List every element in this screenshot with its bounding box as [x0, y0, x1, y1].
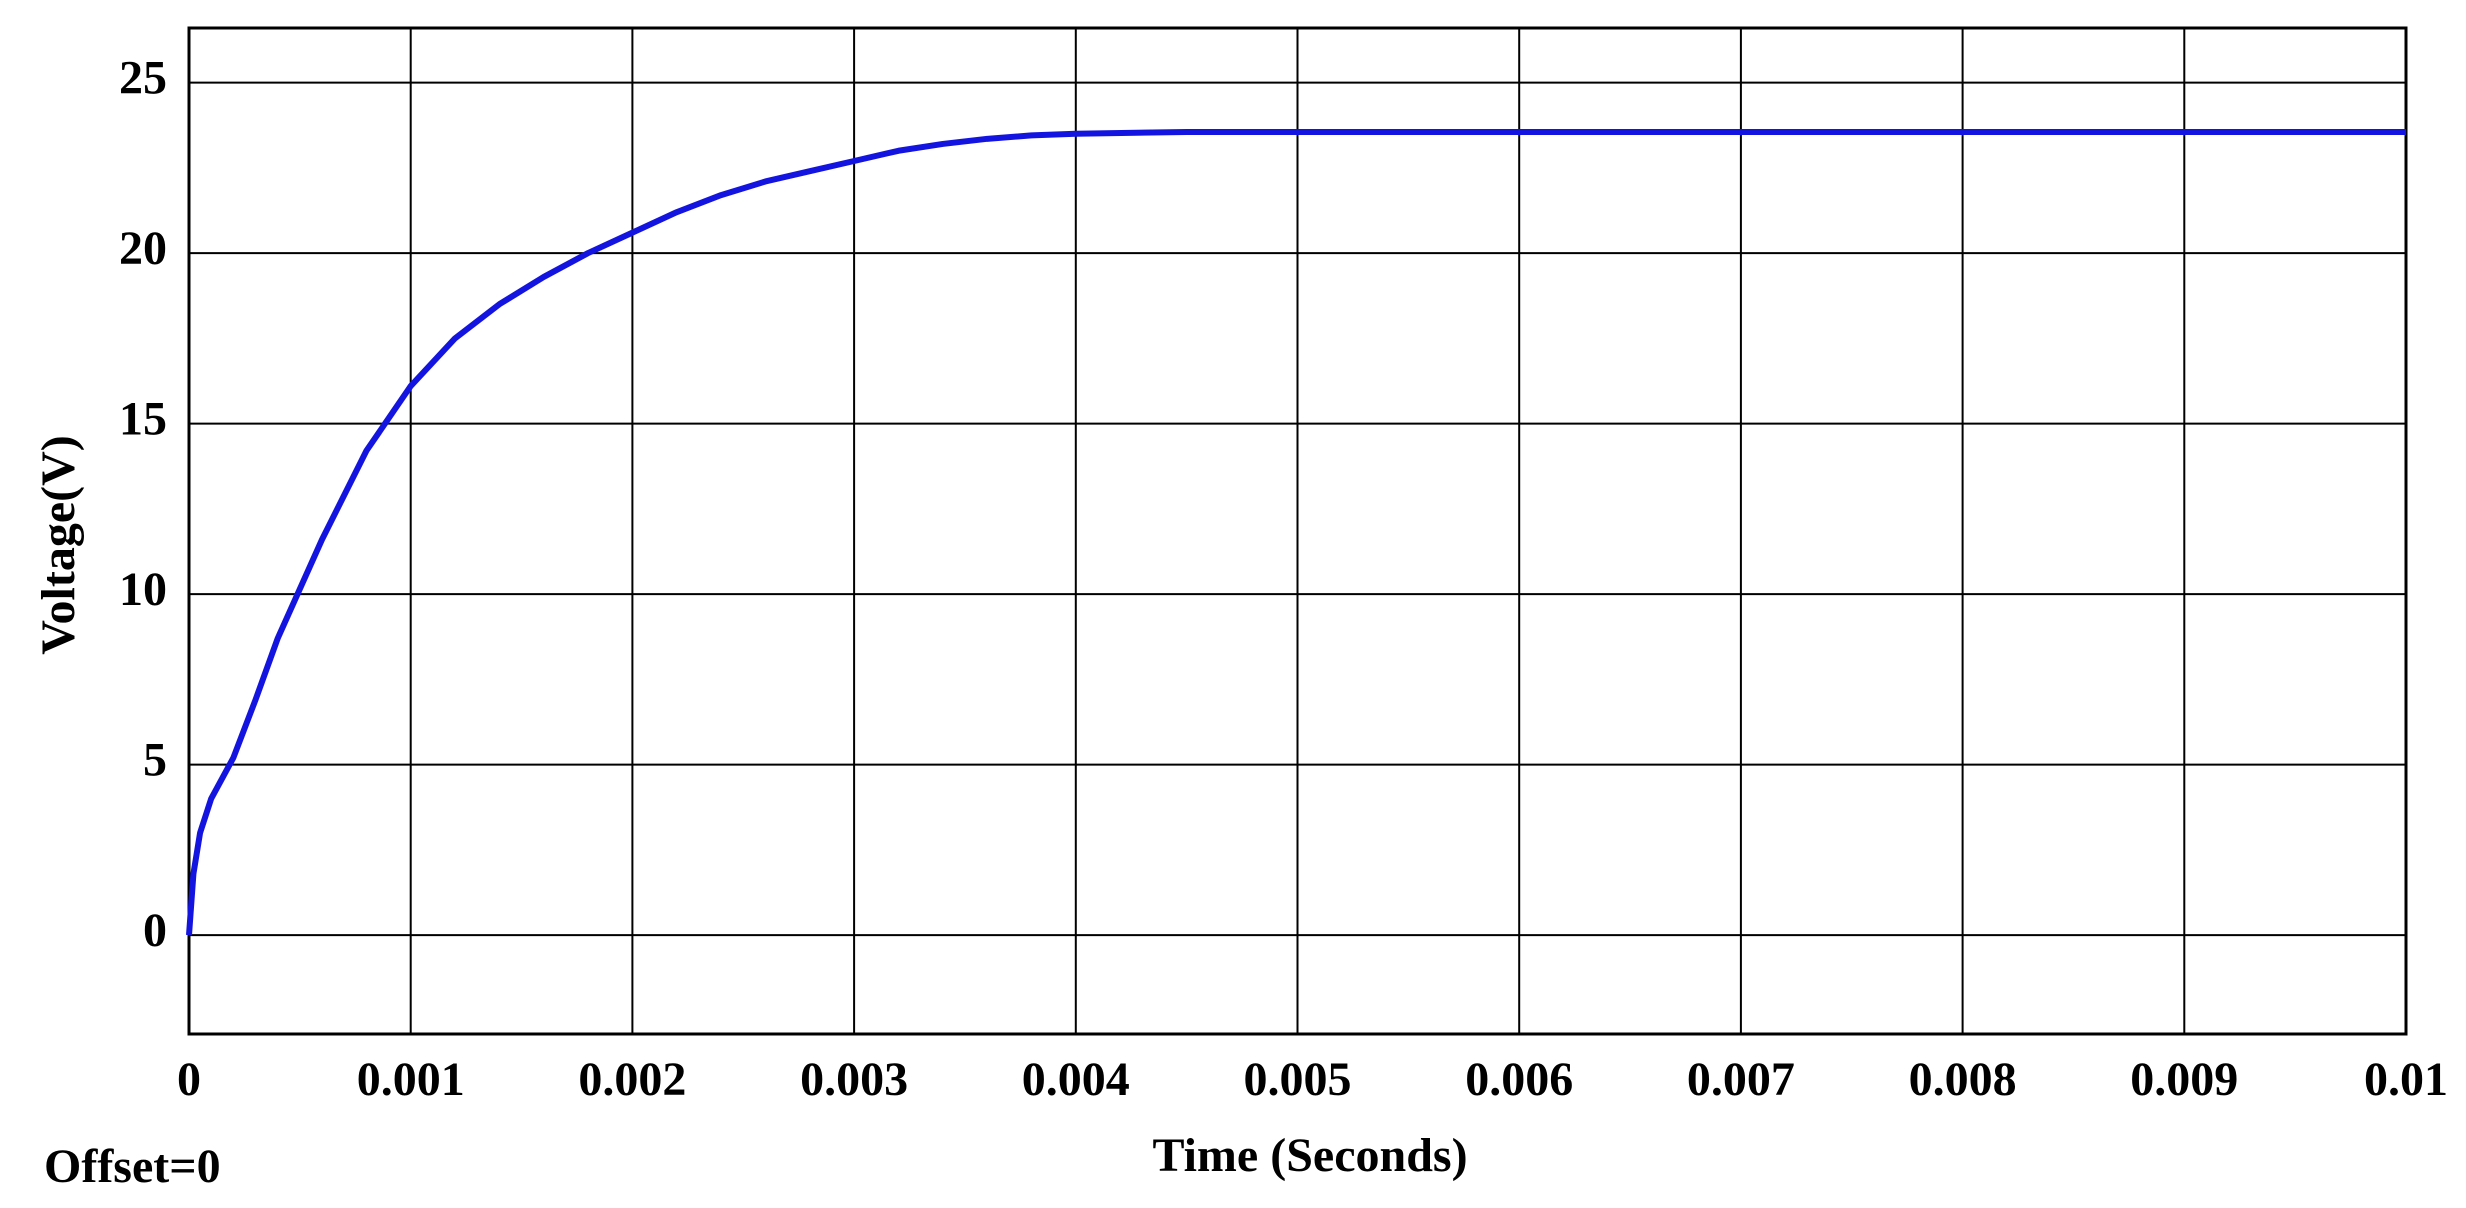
x-tick-label: 0.009	[2130, 1053, 2238, 1106]
y-tick-label: 10	[119, 563, 167, 616]
y-tick-label: 20	[119, 222, 167, 275]
y-tick-label: 15	[119, 393, 167, 446]
x-tick-label: 0.005	[1244, 1053, 1352, 1106]
y-tick-label: 0	[143, 904, 167, 957]
x-tick-label: 0.002	[578, 1053, 686, 1106]
x-tick-label: 0.001	[357, 1053, 465, 1106]
x-tick-label: 0.003	[800, 1053, 908, 1106]
data-line	[186, 129, 2406, 936]
x-tick-label: 0	[177, 1053, 201, 1106]
x-tick-label: 0.008	[1909, 1053, 2017, 1106]
x-tick-label: 0.004	[1022, 1053, 1130, 1106]
x-tick-label: 0.01	[2364, 1053, 2448, 1106]
plot-frame	[187, 26, 2408, 1036]
annotation: Offset=0	[44, 1140, 221, 1193]
y-axis-label: Voltage(V)	[32, 435, 85, 655]
y-tick-label: 25	[119, 52, 167, 105]
y-tick-label: 5	[143, 734, 167, 787]
x-tick-label: 0.007	[1687, 1053, 1795, 1106]
x-tick-label: 0.006	[1465, 1053, 1573, 1106]
x-axis-label: Time (Seconds)	[1152, 1129, 1467, 1182]
